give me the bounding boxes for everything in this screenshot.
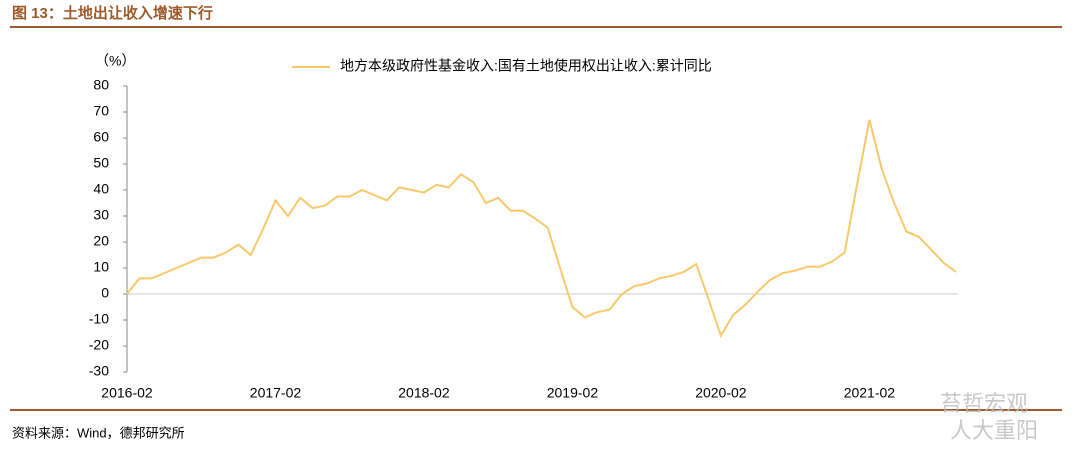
- y-tick-label: 0: [101, 285, 109, 301]
- x-tick-label: 2018-02: [398, 385, 450, 401]
- y-tick-label: 80: [93, 77, 109, 93]
- y-tick-label: 10: [93, 259, 109, 275]
- x-tick-label: 2019-02: [547, 385, 599, 401]
- legend-label: 地方本级政府性基金收入:国有土地使用权出让收入:累计同比: [340, 58, 712, 74]
- x-tick-label: 2020-02: [695, 385, 747, 401]
- y-tick-label: -20: [89, 337, 109, 353]
- watermark: 苔哲宏观: [940, 391, 1028, 416]
- watermark: 人大重阳: [950, 418, 1038, 443]
- x-tick-label: 2021-02: [844, 385, 896, 401]
- y-tick-label: 40: [93, 181, 109, 197]
- x-tick-label: 2017-02: [250, 385, 302, 401]
- y-tick-label: 60: [93, 129, 109, 145]
- y-unit: （%）: [95, 53, 135, 69]
- y-tick-label: 30: [93, 207, 109, 223]
- y-tick-label: 20: [93, 233, 109, 249]
- y-tick-label: -10: [89, 311, 109, 327]
- x-tick-label: 2016-02: [101, 385, 153, 401]
- y-tick-label: 50: [93, 155, 109, 171]
- chart-title: 图 13：土地出让收入增速下行: [12, 4, 213, 22]
- y-tick-label: 70: [93, 103, 109, 119]
- data-line: [126, 119, 957, 338]
- y-tick-label: -30: [89, 363, 109, 379]
- source-note: 资料来源：Wind，德邦研究所: [12, 425, 185, 440]
